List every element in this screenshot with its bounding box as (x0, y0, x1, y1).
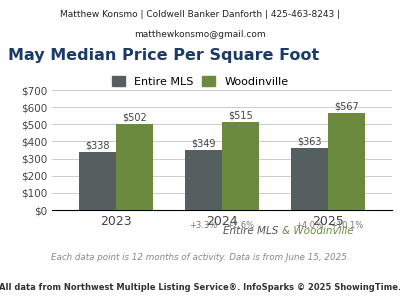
Text: May Median Price Per Square Foot: May Median Price Per Square Foot (8, 48, 319, 63)
Bar (291, 148, 328, 210)
Text: +4.0%: +4.0% (296, 221, 324, 230)
Text: $363: $363 (298, 136, 322, 146)
Text: matthewkonsmo@gmail.com: matthewkonsmo@gmail.com (134, 30, 266, 39)
Text: Entire MLS: Entire MLS (223, 226, 282, 236)
Text: All data from Northwest Multiple Listing Service®. InfoSparks © 2025 ShowingTime: All data from Northwest Multiple Listing… (0, 283, 400, 292)
Text: Matthew Konsmo | Coldwell Banker Danforth | 425-463-8243 |: Matthew Konsmo | Coldwell Banker Danfort… (60, 11, 340, 20)
Text: Each data point is 12 months of activity. Data is from June 15, 2025.: Each data point is 12 months of activity… (51, 254, 349, 262)
Text: +10.1%: +10.1% (330, 221, 364, 230)
Bar (185, 150, 222, 210)
Bar (78, 152, 116, 210)
Text: $567: $567 (334, 101, 359, 111)
Text: $338: $338 (85, 140, 110, 150)
Bar (328, 113, 366, 210)
Bar (116, 124, 153, 210)
Text: & Woodinville: & Woodinville (282, 226, 354, 236)
Text: $502: $502 (122, 112, 147, 122)
Text: +2.6%: +2.6% (226, 221, 255, 230)
Legend: Entire MLS, Woodinville: Entire MLS, Woodinville (112, 76, 288, 87)
Text: +3.3%: +3.3% (189, 221, 218, 230)
Text: $515: $515 (228, 110, 253, 120)
Bar (222, 122, 259, 210)
Text: $349: $349 (191, 139, 216, 148)
